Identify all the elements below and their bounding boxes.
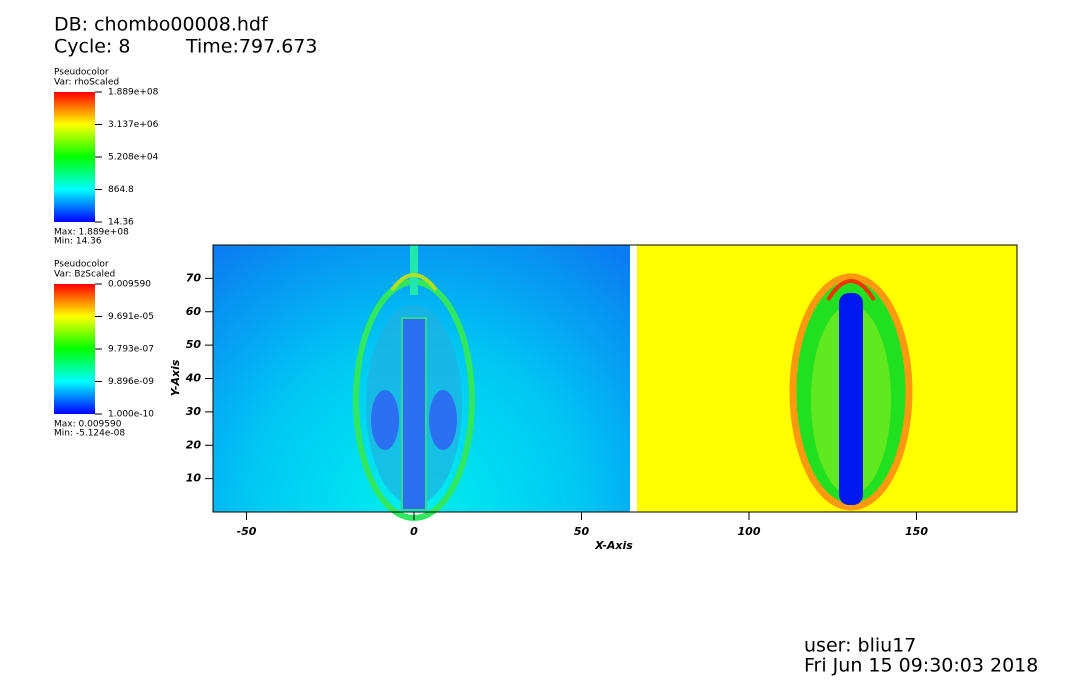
legend-var: Var: BzScaled [54, 270, 115, 280]
rho-cavity [371, 390, 399, 450]
legend-tick-label: 864.8 [108, 185, 134, 195]
legend-tick-label: 14.36 [108, 218, 134, 228]
y-tick-label: 10 [186, 472, 202, 485]
rho-cavity [429, 390, 457, 450]
y-tick-label: 60 [186, 305, 202, 318]
legend-tick-label: 9.793e-07 [108, 344, 154, 354]
db-name: DB: chombo00008.hdf [54, 14, 269, 36]
y-tick-label: 50 [186, 338, 202, 351]
legend-tick-label: 1.000e-10 [108, 410, 154, 420]
x-tick-label: 150 [905, 525, 928, 538]
x-tick-label: 0 [410, 525, 418, 538]
legend-plot: Pseudocolor [54, 68, 109, 78]
color-bar [54, 284, 95, 414]
rho-bow [390, 273, 438, 292]
y-tick-label: 20 [186, 438, 202, 451]
rho-jet [401, 317, 427, 511]
legend-max: Max: 1.889e+08 [54, 228, 129, 238]
legend-tick-label: 3.137e+06 [108, 120, 159, 130]
x-tick-label: 50 [574, 525, 590, 538]
x-tick-label: -50 [237, 525, 257, 538]
bz-bow [826, 279, 876, 302]
legend-plot: Pseudocolor [54, 260, 109, 270]
user: user: bliu17 [804, 635, 916, 657]
color-bar [54, 92, 95, 222]
legend-var: Var: rhoScaled [54, 78, 119, 88]
y-tick-label: 40 [185, 372, 202, 385]
y-tick-label: 30 [186, 405, 202, 418]
legend-tick-label: 0.009590 [108, 280, 151, 290]
x-tick-label: 100 [738, 525, 761, 538]
legend-tick-label: 5.208e+04 [108, 153, 159, 163]
legend-min: Min: -5.124e-08 [54, 429, 125, 439]
x-axis-title: X-Axis [594, 539, 633, 552]
legend-max: Max: 0.009590 [54, 420, 122, 430]
time: Time:797.673 [185, 36, 317, 58]
legend-tick-label: 1.889e+08 [108, 88, 159, 98]
y-tick-label: 70 [186, 271, 202, 284]
legend-tick-label: 9.691e-05 [108, 312, 154, 322]
rho-jet-top [410, 245, 418, 295]
legend-min: Min: 14.36 [54, 237, 102, 247]
bz-jet [839, 293, 863, 505]
plot-image [213, 245, 1017, 521]
date: Fri Jun 15 09:30:03 2018 [804, 655, 1038, 677]
legend-tick-label: 9.896e-09 [108, 377, 154, 387]
y-axis-title: Y-Axis [169, 359, 182, 396]
cycle: Cycle: 8 [54, 36, 130, 58]
